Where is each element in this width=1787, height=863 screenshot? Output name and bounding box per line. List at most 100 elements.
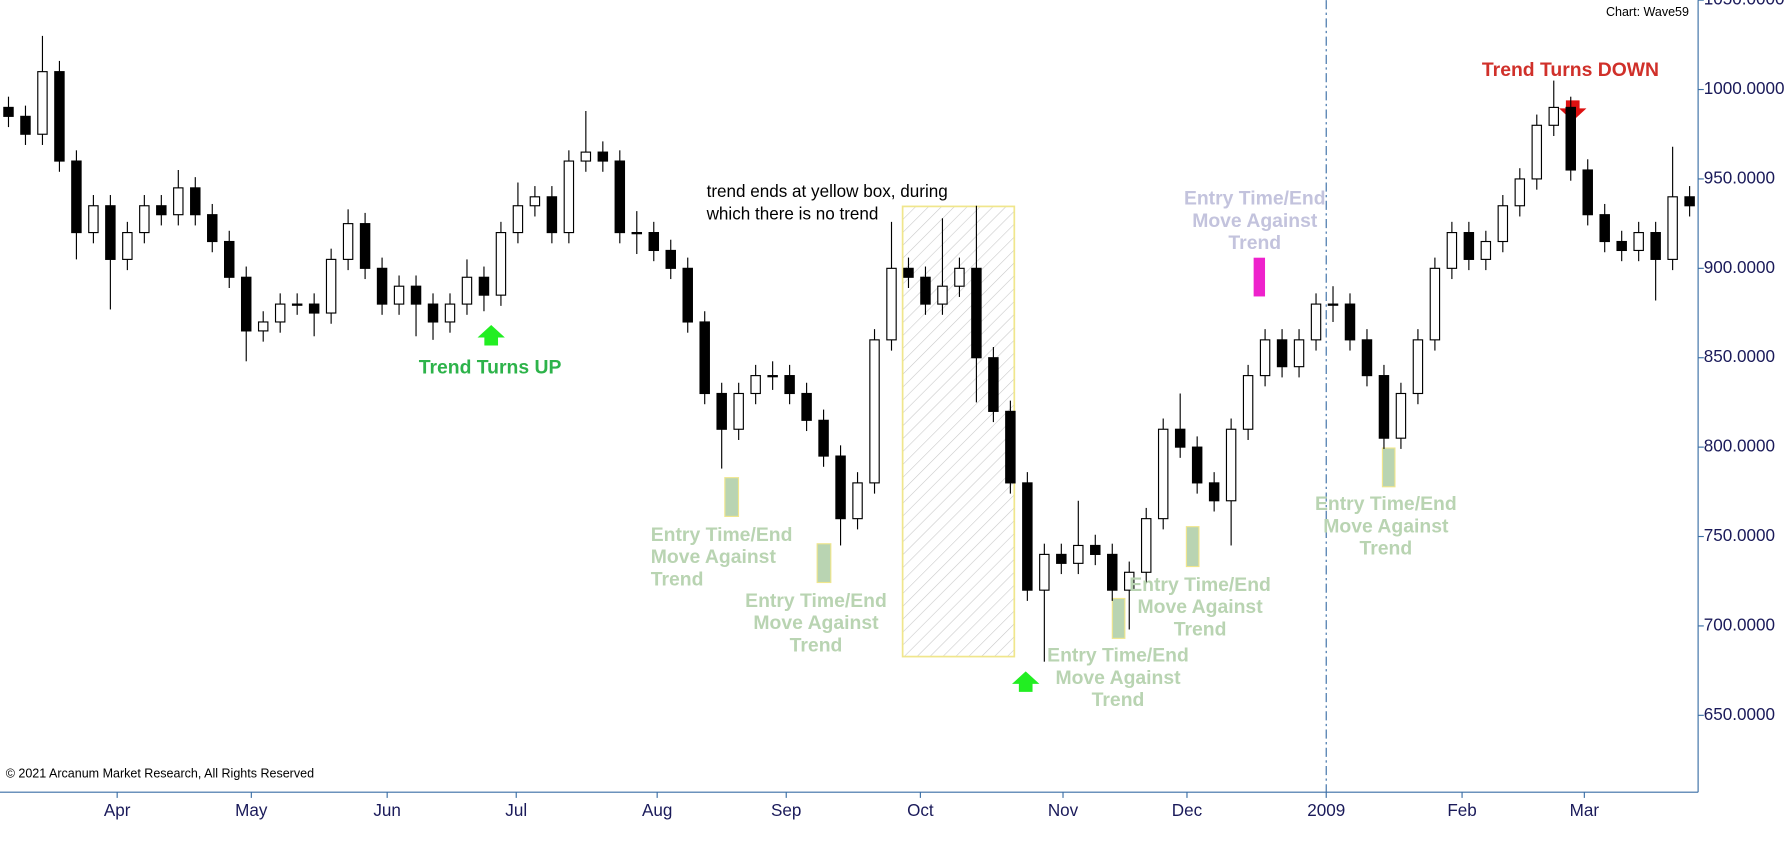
candle-body <box>835 455 846 520</box>
x-tick-label: Apr <box>104 801 131 820</box>
candle-body <box>767 375 778 378</box>
candle-body <box>1090 544 1101 555</box>
candle-body <box>1310 303 1322 341</box>
entry-box <box>1253 257 1266 297</box>
annotation: Entry Time/End <box>1184 188 1326 210</box>
candle-body <box>88 205 99 234</box>
candle-body <box>20 115 31 135</box>
candle-body <box>1276 339 1288 368</box>
candle-body <box>801 392 812 421</box>
annotation: Entry Time/End <box>651 524 793 546</box>
candle-body <box>325 258 337 314</box>
candle-body <box>1616 240 1627 252</box>
candle-body <box>1293 339 1305 368</box>
candle-body <box>580 151 592 162</box>
annotation: Move Against <box>753 612 879 634</box>
candle-body <box>648 232 660 252</box>
annotation: Trend <box>1174 618 1227 640</box>
candle-body <box>1531 124 1543 180</box>
candle-body <box>342 223 354 260</box>
candle-body <box>54 71 65 162</box>
annotation: Move Against <box>1055 667 1181 689</box>
candle-body <box>1463 232 1475 260</box>
up-arrow <box>477 324 505 346</box>
candle-body <box>71 160 82 234</box>
candle-body <box>1208 482 1220 502</box>
candle-body <box>274 303 286 323</box>
annotation: Trend Turns DOWN <box>1482 59 1659 81</box>
candle-body <box>733 392 744 430</box>
y-tick-label: 1050.0000 <box>1704 0 1785 9</box>
x-tick-label: Mar <box>1570 801 1600 820</box>
candle-body <box>1650 232 1661 260</box>
candle-body <box>308 303 320 314</box>
candle-body <box>716 392 727 430</box>
candle-body <box>393 285 405 305</box>
annotation: Trend Turns UP <box>419 356 562 378</box>
entry-box <box>724 477 740 517</box>
y-tick-label: 800.0000 <box>1704 437 1775 456</box>
chart-label: Chart: Wave59 <box>1606 5 1689 19</box>
candle-body <box>1667 196 1678 260</box>
annotation: Entry Time/End <box>1315 493 1457 515</box>
x-tick-label: Jun <box>373 801 401 820</box>
candle-body <box>1174 428 1186 448</box>
candle-body <box>207 214 218 243</box>
y-tick-label: 750.0000 <box>1704 526 1775 545</box>
candle-body <box>852 482 863 520</box>
candle-body <box>784 375 795 395</box>
candle-body <box>1599 214 1610 243</box>
y-tick-label: 950.0000 <box>1704 168 1775 187</box>
x-tick-label: 2009 <box>1307 801 1345 820</box>
candle-body <box>359 223 371 269</box>
candle-body <box>1514 178 1526 207</box>
candle-body <box>1073 544 1084 564</box>
candle-body <box>1548 106 1560 126</box>
candle-body <box>105 205 116 260</box>
candle-body <box>461 276 473 305</box>
annotation: Trend <box>1359 538 1412 560</box>
x-tick-label: Feb <box>1447 801 1476 820</box>
entry-box <box>1381 447 1396 488</box>
candle-body <box>665 249 676 269</box>
x-tick-label: Sep <box>771 801 801 820</box>
x-tick-label: Dec <box>1172 801 1203 820</box>
candle-body <box>937 285 948 305</box>
y-tick-label: 650.0000 <box>1704 705 1775 724</box>
annotation: Entry Time/End <box>745 590 887 612</box>
candle-body <box>190 187 201 216</box>
candle-body <box>427 303 439 323</box>
candle-body <box>903 267 914 278</box>
markers <box>477 100 1587 692</box>
candle-body <box>1633 232 1644 252</box>
candle-body <box>988 357 999 412</box>
candle-body <box>173 187 184 216</box>
candle-body <box>1056 553 1067 564</box>
candle-body <box>1565 106 1576 171</box>
annotation: Trend <box>1228 232 1281 254</box>
candle-body <box>291 303 303 306</box>
candle-body <box>631 232 643 235</box>
copyright: © 2021 Arcanum Market Research, All Righ… <box>6 766 314 780</box>
candle-body <box>1582 169 1593 216</box>
candle-body <box>1225 428 1237 502</box>
annotation: which there is no trend <box>706 204 879 223</box>
candle-body <box>1242 375 1254 430</box>
x-tick-label: Oct <box>907 801 934 820</box>
candle-body <box>546 196 558 234</box>
up-arrow <box>1012 671 1040 692</box>
candle-body <box>122 232 133 260</box>
annotation: Trend <box>651 568 704 590</box>
candle-body <box>376 267 388 305</box>
candle-body <box>1684 196 1695 207</box>
entry-box <box>1185 526 1200 568</box>
annotation: Trend <box>1092 689 1145 711</box>
candle-body <box>886 267 897 341</box>
candle-body <box>597 151 609 162</box>
x-tick-label: Nov <box>1048 801 1079 820</box>
entry-box <box>1111 597 1126 639</box>
y-tick-label: 850.0000 <box>1704 347 1775 366</box>
candle-body <box>512 205 524 234</box>
